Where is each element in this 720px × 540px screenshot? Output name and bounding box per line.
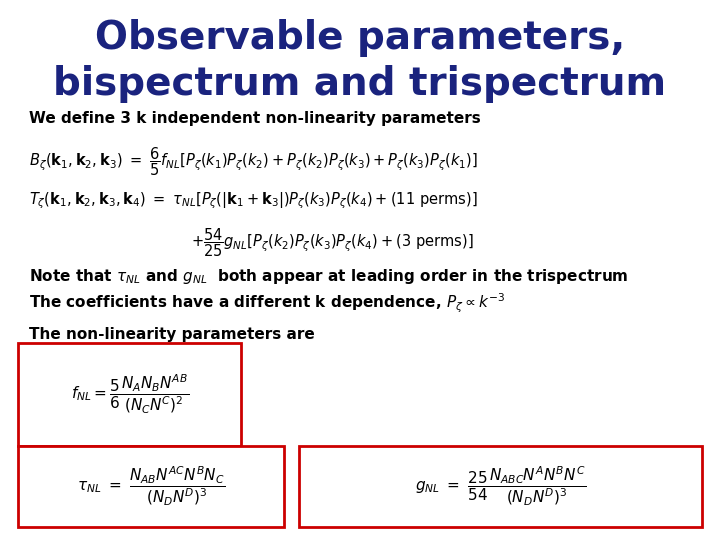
Text: bispectrum and trispectrum: bispectrum and trispectrum bbox=[53, 65, 667, 103]
Text: $f_{NL} = \dfrac{5}{6}\dfrac{N_A N_B N^{AB}}{(N_C N^C)^2}$: $f_{NL} = \dfrac{5}{6}\dfrac{N_A N_B N^{… bbox=[71, 373, 189, 416]
Text: $+\dfrac{54}{25}g_{NL}\left[P_{\zeta}(k_2)P_{\zeta}(k_3)P_{\zeta}(k_4) + (3\ \ma: $+\dfrac{54}{25}g_{NL}\left[P_{\zeta}(k_… bbox=[191, 227, 474, 259]
FancyBboxPatch shape bbox=[18, 343, 241, 445]
FancyBboxPatch shape bbox=[299, 446, 702, 526]
Text: $g_{NL}\ =\ \dfrac{25}{54}\dfrac{N_{ABC}N^A N^B N^C}{(N_D N^D)^3}$: $g_{NL}\ =\ \dfrac{25}{54}\dfrac{N_{ABC}… bbox=[415, 464, 586, 508]
Text: Observable parameters,: Observable parameters, bbox=[95, 19, 625, 57]
Text: $\tau_{NL}\ =\ \dfrac{N_{AB}N^{AC}N^B N_C}{(N_D N^D)^3}$: $\tau_{NL}\ =\ \dfrac{N_{AB}N^{AC}N^B N_… bbox=[77, 464, 225, 508]
Text: The coefficients have a different k dependence, $P_{\zeta} \propto k^{-3}$: The coefficients have a different k depe… bbox=[29, 292, 505, 315]
Text: Note that $\tau_{NL}$ and $g_{NL}$  both appear at leading order in the trispect: Note that $\tau_{NL}$ and $g_{NL}$ both … bbox=[29, 267, 629, 286]
Text: $T_{\zeta}(\mathbf{k}_1, \mathbf{k}_2, \mathbf{k}_3, \mathbf{k}_4)\ =\ \tau_{NL}: $T_{\zeta}(\mathbf{k}_1, \mathbf{k}_2, \… bbox=[29, 190, 477, 211]
Text: We define 3 k independent non-linearity parameters: We define 3 k independent non-linearity … bbox=[29, 111, 480, 126]
Text: The non-linearity parameters are: The non-linearity parameters are bbox=[29, 327, 315, 342]
FancyBboxPatch shape bbox=[18, 446, 284, 526]
Text: $B_{\zeta}(\mathbf{k}_1, \mathbf{k}_2, \mathbf{k}_3)\ =\ \dfrac{6}{5}f_{NL}\left: $B_{\zeta}(\mathbf{k}_1, \mathbf{k}_2, \… bbox=[29, 146, 477, 178]
